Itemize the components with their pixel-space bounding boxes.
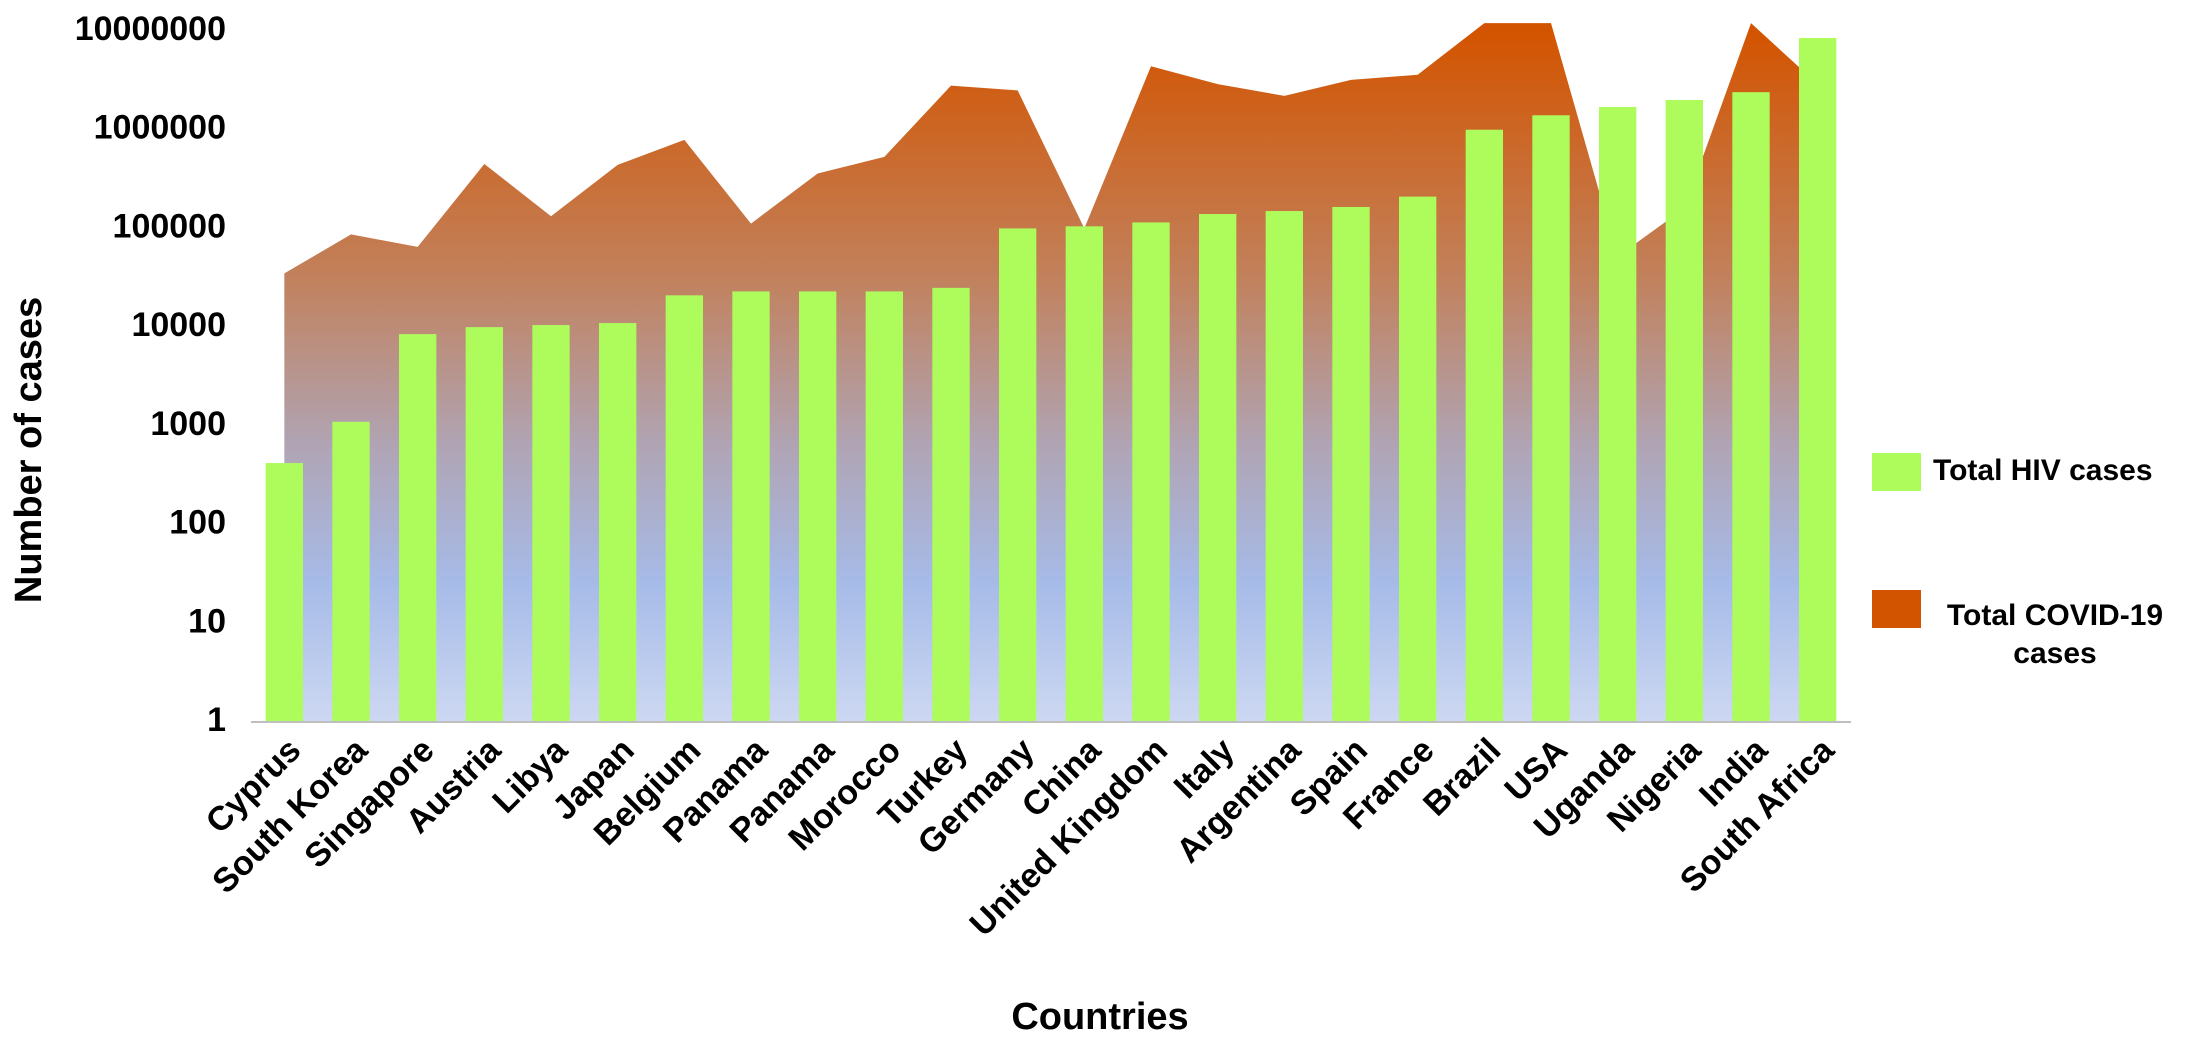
y-tick-label: 100 [169,504,226,542]
bar [999,228,1037,722]
bar [1065,226,1103,722]
bar [1399,196,1437,723]
bar [665,295,703,722]
x-tick-label: Brazil [1416,731,1508,823]
legend-swatch [1872,590,1921,628]
bar [332,421,370,722]
bar [265,463,303,722]
bar [799,291,837,722]
area [284,23,1818,723]
legend-swatch [1872,453,1921,491]
bar [1265,211,1303,723]
y-axis-title: Number of cases [8,297,50,603]
legend-label: Total COVID-19 cases [1946,599,2164,670]
bar [1465,129,1503,722]
bar [1332,206,1370,723]
y-tick-label: 100000 [113,207,226,245]
y-tick-label: 1000000 [94,109,226,147]
bar [1599,106,1637,722]
y-tick-label: 10000 [131,306,226,344]
bar [532,325,570,722]
bar [865,291,903,722]
bar [932,287,970,722]
bar [1665,99,1703,723]
y-tick-label: 1 [207,701,226,739]
y-tick-label: 1000 [150,405,226,443]
bar [599,323,637,722]
legend-label: Total HIV cases [1933,454,2153,487]
bar [1532,115,1570,722]
x-axis-title: Countries [1011,996,1188,1038]
bar [465,327,503,722]
bar [1732,92,1770,722]
bar [1132,222,1170,722]
bar [1799,37,1837,723]
y-tick-label: 10 [188,602,226,640]
bar [399,334,437,722]
bar [1199,214,1237,722]
bar [732,291,770,722]
y-tick-label: 10000000 [75,10,226,48]
